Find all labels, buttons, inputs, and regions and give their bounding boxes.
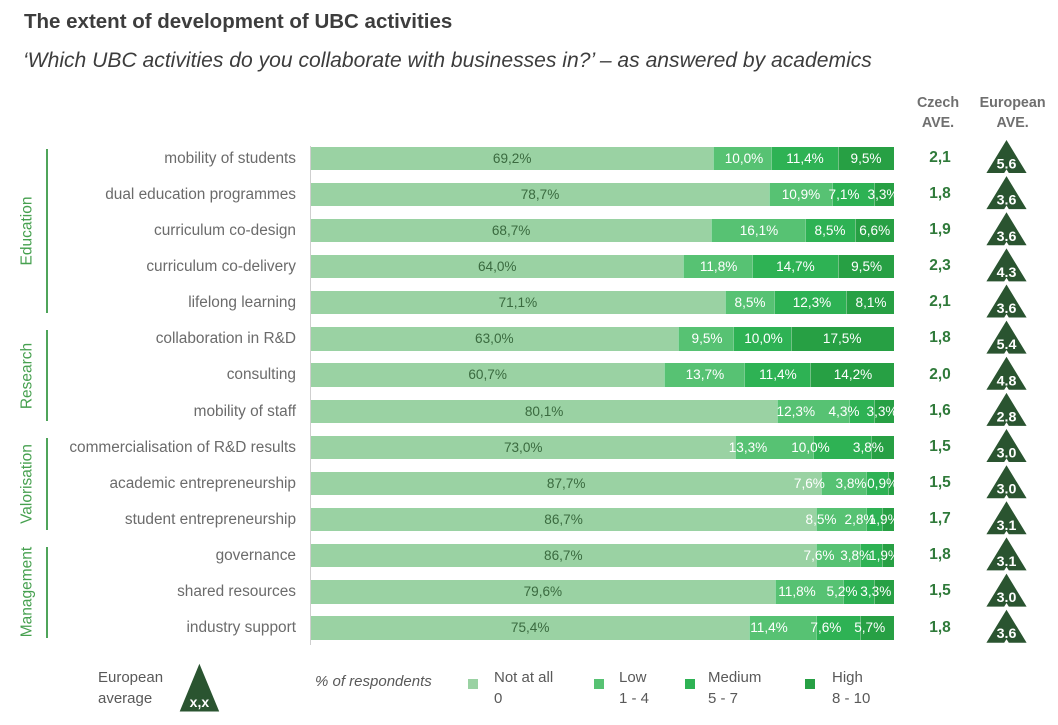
svg-text:3.0: 3.0 xyxy=(997,590,1017,606)
svg-text:3.6: 3.6 xyxy=(997,626,1017,642)
svg-text:3.6: 3.6 xyxy=(997,193,1017,209)
svg-text:5.4: 5.4 xyxy=(997,337,1017,353)
svg-text:4.3: 4.3 xyxy=(997,265,1017,281)
svg-text:3.1: 3.1 xyxy=(997,518,1017,534)
svg-text:2.8: 2.8 xyxy=(997,409,1017,425)
svg-text:4.8: 4.8 xyxy=(997,373,1017,389)
svg-text:3.1: 3.1 xyxy=(997,554,1017,570)
svg-text:x,x: x,x xyxy=(190,694,210,710)
svg-text:3.0: 3.0 xyxy=(997,482,1017,498)
svg-text:3.0: 3.0 xyxy=(997,446,1017,462)
svg-text:3.6: 3.6 xyxy=(997,229,1017,245)
svg-text:5.6: 5.6 xyxy=(997,157,1017,173)
svg-text:3.6: 3.6 xyxy=(997,301,1017,317)
